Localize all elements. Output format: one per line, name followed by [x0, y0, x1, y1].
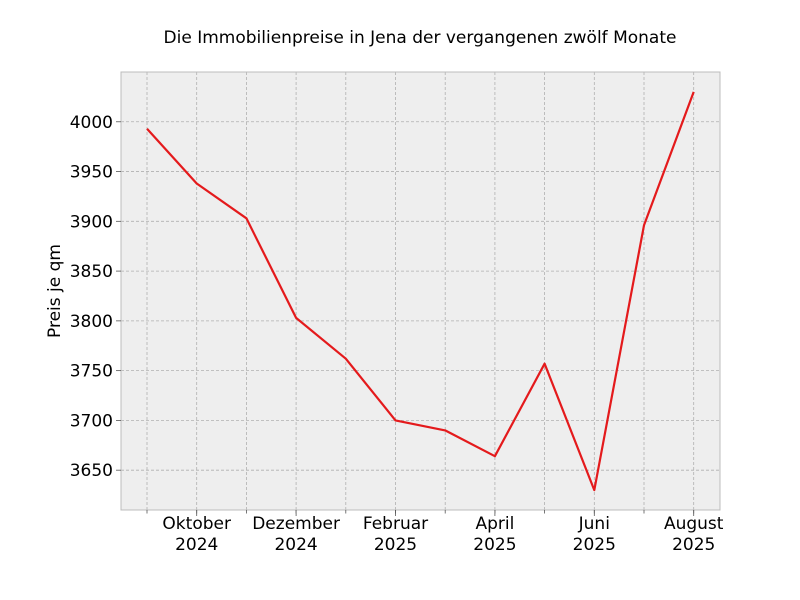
y-tick-label: 3650 — [70, 461, 113, 481]
grid-lines — [121, 72, 720, 510]
y-tick-label: 3700 — [70, 411, 113, 431]
y-axis-label: Preis je qm — [45, 244, 65, 338]
series-line — [146, 91, 695, 492]
y-tick-label: 3850 — [70, 262, 113, 282]
x-tick-label-month: April — [475, 514, 514, 534]
x-tick-label-year: 2025 — [374, 535, 417, 555]
y-tick-label: 3900 — [70, 212, 113, 232]
x-tick-label-month: Juni — [578, 514, 610, 534]
y-axis-ticks: 3650 3700 3750 3800 3850 3900 3950 4000 — [70, 113, 121, 481]
x-tick-label-month: Dezember — [252, 514, 340, 534]
plot-frame — [120, 71, 721, 511]
y-tick-label: 3800 — [70, 312, 113, 332]
x-tick-label-year: 2024 — [175, 535, 218, 555]
plot-area — [121, 72, 720, 510]
chart-title: Die Immobilienpreise in Jena der vergang… — [164, 28, 677, 48]
x-tick-label-month: August — [664, 514, 724, 534]
x-tick-label-month: Februar — [363, 514, 428, 534]
x-tick-label-month: Oktober — [162, 514, 231, 534]
x-axis-ticks: Oktober2024Dezember2024Februar2025April2… — [146, 510, 724, 555]
x-tick-label-year: 2025 — [672, 535, 715, 555]
y-tick-label: 3950 — [70, 163, 113, 183]
x-tick-label-year: 2024 — [274, 535, 317, 555]
y-tick-label: 3750 — [70, 362, 113, 382]
x-tick-label-year: 2025 — [573, 535, 616, 555]
y-tick-label: 4000 — [70, 113, 113, 133]
series-layer — [146, 91, 695, 492]
x-tick-label-year: 2025 — [473, 535, 516, 555]
